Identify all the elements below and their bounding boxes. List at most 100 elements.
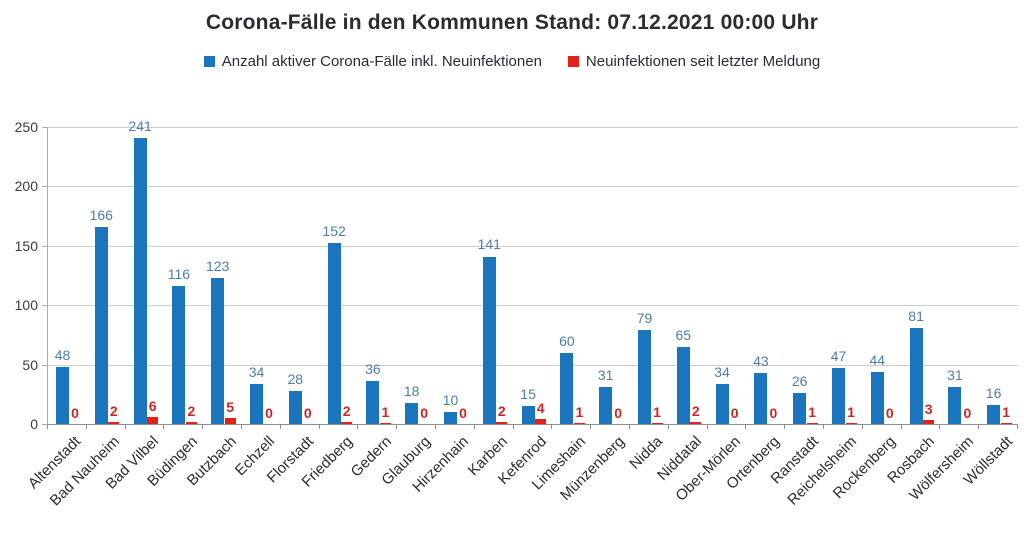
active-cases-value-label: 28 bbox=[287, 370, 304, 387]
new-infections-value-label: 0 bbox=[459, 405, 467, 421]
active-cases-value-label: 152 bbox=[322, 223, 346, 240]
active-cases-value-label: 18 bbox=[403, 382, 420, 399]
new-infections-bar bbox=[651, 422, 663, 424]
x-tick bbox=[396, 424, 398, 429]
x-tick bbox=[978, 424, 980, 429]
new-infections-value-label: 0 bbox=[71, 405, 79, 421]
active-cases-bar bbox=[793, 393, 807, 424]
active-cases-bar bbox=[405, 402, 419, 424]
active-cases-bar bbox=[94, 226, 108, 424]
new-infections-value-label: 2 bbox=[109, 402, 118, 419]
new-infections-bar bbox=[379, 422, 391, 424]
y-tick bbox=[42, 127, 47, 128]
active-cases-bar bbox=[754, 372, 768, 424]
new-infections-value-label: 1 bbox=[575, 403, 584, 420]
y-axis-label: 250 bbox=[14, 119, 38, 135]
x-tick bbox=[590, 424, 592, 429]
active-cases-bar bbox=[444, 412, 457, 424]
active-cases-value-label: 65 bbox=[675, 326, 692, 343]
active-cases-value-label: 31 bbox=[947, 367, 963, 384]
new-infections-value-label: 4 bbox=[536, 400, 545, 417]
active-cases-bar bbox=[211, 277, 225, 424]
x-tick bbox=[124, 424, 126, 429]
active-cases-bar bbox=[327, 243, 341, 424]
active-cases-bar bbox=[715, 383, 729, 424]
active-cases-bar bbox=[638, 330, 651, 424]
active-cases-bar bbox=[948, 387, 962, 424]
new-infections-value-label: 2 bbox=[497, 402, 506, 419]
y-axis-label: 150 bbox=[14, 237, 38, 254]
active-cases-bar bbox=[987, 405, 1001, 424]
new-infections-value-label: 5 bbox=[226, 399, 235, 416]
active-cases-value-label: 34 bbox=[714, 363, 730, 380]
chart-legend: Anzahl aktiver Corona-Fälle inkl. Neuinf… bbox=[0, 53, 1024, 70]
new-infections-bar bbox=[341, 421, 353, 424]
active-cases-value-label: 81 bbox=[908, 307, 924, 324]
active-cases-value-label: 79 bbox=[636, 310, 653, 327]
x-tick bbox=[823, 424, 824, 429]
y-tick bbox=[42, 424, 47, 425]
active-cases-value-label: 166 bbox=[89, 206, 113, 223]
new-infections-bar bbox=[147, 416, 159, 424]
active-cases-bar bbox=[870, 371, 884, 424]
active-cases-value-label: 60 bbox=[559, 332, 575, 349]
y-axis-label: 50 bbox=[22, 356, 38, 373]
new-infections-bar bbox=[108, 421, 120, 424]
x-tick bbox=[706, 424, 708, 429]
x-tick bbox=[784, 424, 786, 429]
active-cases-bar bbox=[250, 383, 263, 424]
new-infections-bar bbox=[496, 421, 508, 424]
new-infections-value-label: 2 bbox=[187, 402, 196, 419]
new-infections-bar bbox=[573, 422, 585, 424]
gridline bbox=[48, 186, 1018, 188]
active-cases-value-label: 44 bbox=[869, 351, 886, 368]
active-cases-bar bbox=[56, 366, 69, 424]
new-infections-value-label: 1 bbox=[381, 403, 390, 420]
new-infections-value-label: 2 bbox=[342, 402, 351, 419]
gridline bbox=[48, 364, 1018, 366]
x-tick bbox=[939, 424, 941, 429]
x-tick bbox=[202, 424, 204, 429]
active-cases-bar bbox=[599, 387, 613, 424]
active-cases-bar bbox=[560, 352, 574, 424]
new-infections-value-label: 0 bbox=[303, 405, 312, 421]
new-infections-value-label: 0 bbox=[614, 405, 623, 421]
new-infections-value-label: 0 bbox=[963, 405, 972, 421]
active-cases-bar bbox=[133, 137, 147, 424]
x-tick bbox=[241, 424, 242, 429]
new-infections-value-label: 0 bbox=[730, 405, 739, 421]
legend-item-new-infections: Neuinfektionen seit letzter Meldung bbox=[567, 53, 820, 70]
gridline bbox=[48, 127, 1018, 128]
y-axis-label: 100 bbox=[14, 297, 38, 314]
y-tick bbox=[42, 245, 47, 247]
x-tick bbox=[667, 424, 669, 429]
new-infections-value-label: 2 bbox=[691, 402, 700, 419]
x-tick bbox=[47, 424, 48, 429]
x-tick bbox=[85, 424, 87, 429]
y-axis-label: 0 bbox=[30, 416, 38, 432]
active-cases-value-label: 141 bbox=[477, 236, 501, 253]
new-infections-value-label: 3 bbox=[924, 401, 933, 418]
gridline bbox=[48, 305, 1018, 307]
x-tick bbox=[473, 424, 475, 429]
active-cases-value-label: 241 bbox=[128, 117, 152, 134]
legend-swatch-new-infections bbox=[567, 56, 579, 67]
plot-area: 48 0 166 2 241 6 116 2 123 5 34 0 28 0 152 2 36 1 18 0 10 0 14… bbox=[47, 118, 1018, 425]
active-cases-value-label: 47 bbox=[830, 348, 847, 365]
new-infections-bar bbox=[185, 421, 197, 424]
active-cases-value-label: 10 bbox=[442, 392, 459, 409]
active-cases-bar bbox=[676, 346, 690, 424]
active-cases-value-label: 123 bbox=[206, 257, 230, 274]
x-tick bbox=[357, 424, 359, 429]
new-infections-bar bbox=[535, 419, 547, 424]
active-cases-value-label: 34 bbox=[248, 363, 265, 380]
new-infections-value-label: 1 bbox=[847, 403, 855, 420]
new-infections-value-label: 0 bbox=[885, 405, 894, 421]
active-cases-value-label: 16 bbox=[985, 384, 1002, 401]
x-tick bbox=[551, 424, 553, 429]
active-cases-bar bbox=[482, 256, 496, 424]
x-tick bbox=[1017, 424, 1018, 429]
y-tick bbox=[42, 305, 47, 307]
new-infections-value-label: 1 bbox=[1002, 403, 1011, 420]
